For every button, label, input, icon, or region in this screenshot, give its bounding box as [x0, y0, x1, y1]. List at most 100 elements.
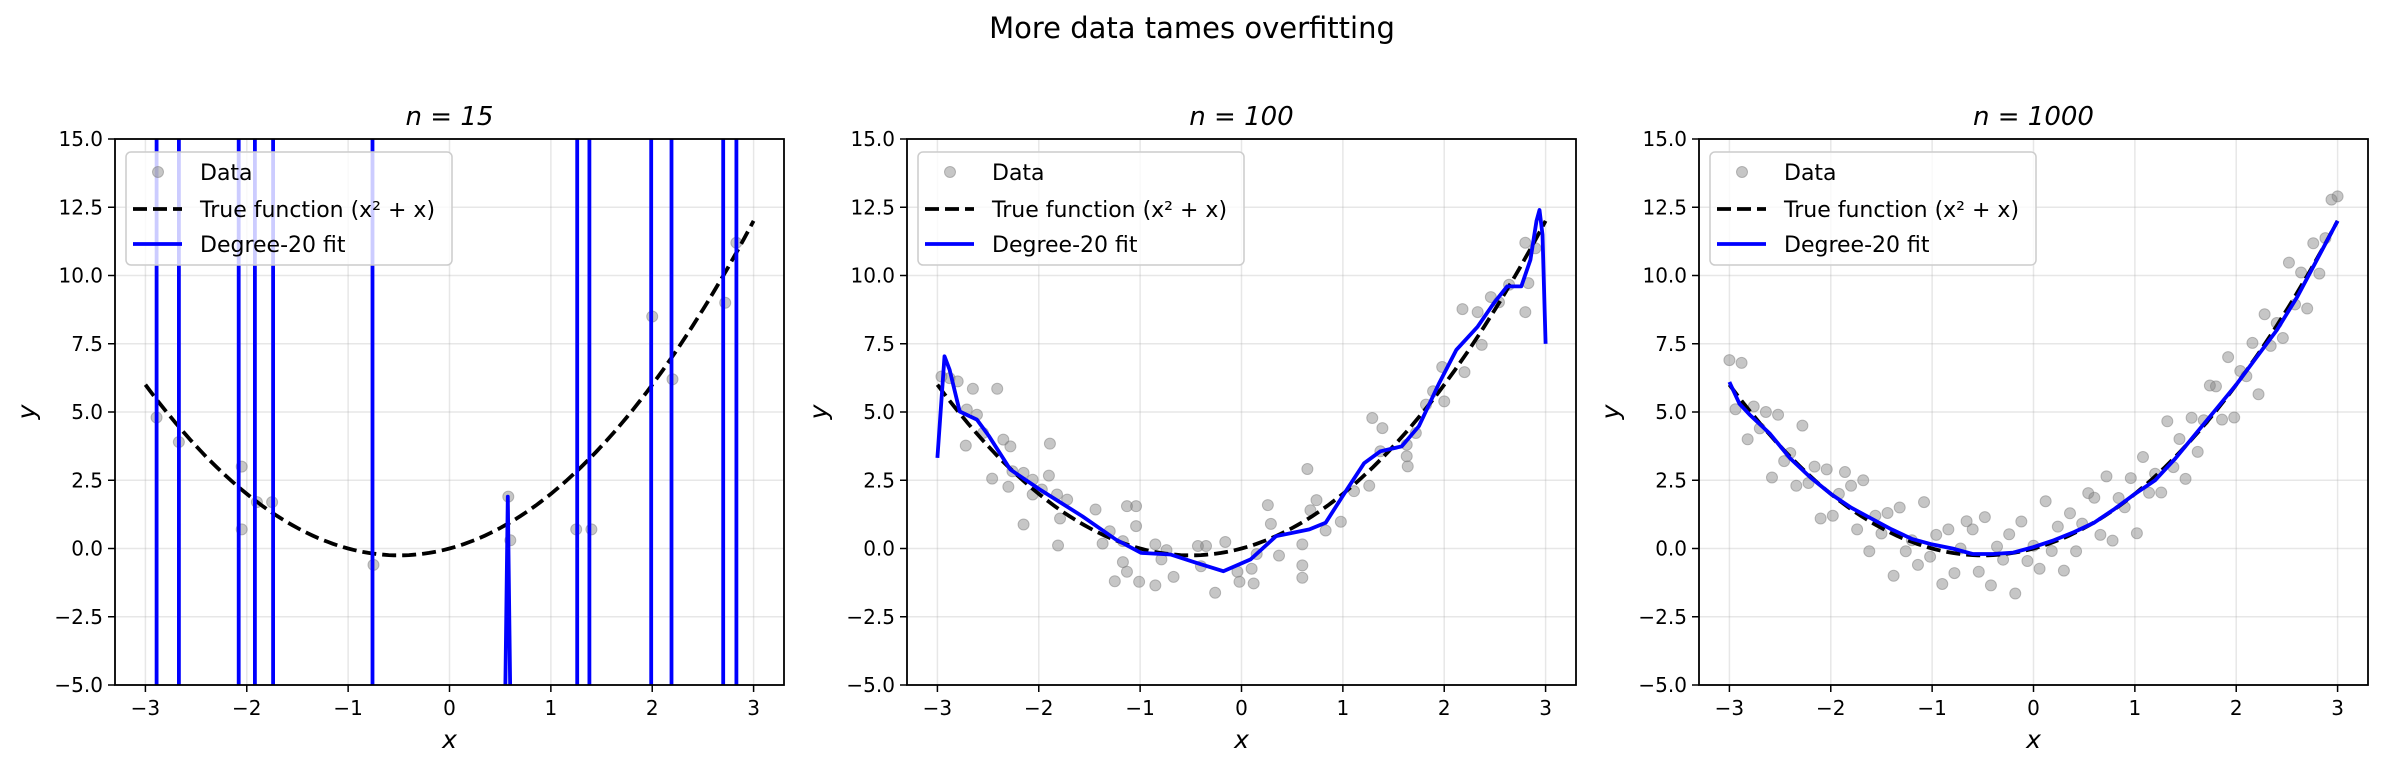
y-tick-label: 15.0: [850, 127, 895, 151]
data-point: [1296, 538, 1309, 551]
data-point: [1264, 517, 1277, 530]
y-tick-label: 0.0: [863, 537, 895, 561]
fit-line: [1727, 220, 2340, 556]
legend-label-data: Data: [1784, 161, 1837, 186]
x-tick-label: 0: [2027, 696, 2040, 720]
data-point: [1918, 496, 1931, 509]
legend-label-fit: Degree-20 fit: [992, 233, 1138, 258]
data-point: [1096, 537, 1109, 550]
data-point: [2246, 336, 2259, 349]
data-point: [2216, 413, 2229, 426]
data-point: [2039, 495, 2052, 508]
data-point: [2063, 507, 2076, 520]
data-point: [1729, 403, 1742, 416]
y-tick-label: 2.5: [863, 468, 895, 492]
y-tick-label: 5.0: [71, 400, 103, 424]
legend-label-data: Data: [200, 161, 253, 186]
data-point: [2033, 562, 2046, 575]
data-point: [1042, 469, 1055, 482]
x-tick-label: 2: [2230, 696, 2243, 720]
data-point: [2282, 256, 2295, 269]
x-tick-label: −1: [1917, 696, 1946, 720]
data-point: [2301, 302, 2314, 315]
data-point: [1991, 540, 2004, 553]
x-tick-label: 1: [2128, 696, 2141, 720]
y-tick-label: −5.0: [846, 673, 895, 697]
data-point: [1911, 558, 1924, 571]
y-axis-label: y: [12, 403, 41, 420]
data-point: [2185, 411, 2198, 424]
data-point: [2051, 520, 2064, 533]
data-point: [1149, 538, 1162, 551]
data-point: [966, 382, 979, 395]
subplot-title: n = 1000: [1973, 102, 2094, 132]
data-point: [2313, 267, 2326, 280]
y-tick-label: −2.5: [54, 605, 103, 629]
data-point: [1966, 523, 1979, 536]
subplot-1: −3 −2 −1 0 1 2 3 −5.0 −2.5 0.0 2.5 5.0 7.5 10.0 12.5 15…: [12, 102, 785, 754]
data-point: [1167, 570, 1180, 583]
y-tick-label: −5.0: [54, 673, 103, 697]
figure-title: More data tames overfitting: [989, 11, 1395, 45]
y-tick-label: 10.0: [850, 264, 895, 288]
data-point: [1826, 509, 1839, 522]
data-point: [2209, 380, 2222, 393]
data-point: [2112, 491, 2125, 504]
data-point: [1475, 338, 1488, 351]
data-point: [1334, 515, 1347, 528]
data-point: [1120, 565, 1133, 578]
data-point: [1735, 356, 1748, 369]
data-point: [2057, 564, 2070, 577]
x-tick-label: 2: [646, 696, 659, 720]
x-tick-label: 2: [1438, 696, 1451, 720]
x-tick-label: −3: [923, 696, 952, 720]
y-tick-label: 2.5: [71, 468, 103, 492]
data-point: [2070, 545, 2083, 558]
y-tick-label: 15.0: [58, 127, 103, 151]
y-tick-label: −2.5: [1638, 605, 1687, 629]
data-point: [1376, 422, 1389, 435]
data-point: [1273, 549, 1286, 562]
data-point: [1887, 569, 1900, 582]
plot-area: [935, 208, 1548, 599]
subplot-title: n = 100: [1189, 102, 1293, 132]
legend-label-true-function: True function (x² + x): [199, 198, 435, 223]
data-point: [2258, 308, 2271, 321]
legend-marker-data: [152, 166, 164, 178]
true-function-line: [935, 220, 1548, 558]
data-point: [1820, 463, 1833, 476]
x-tick-label: 3: [747, 696, 760, 720]
data-point: [1245, 562, 1258, 575]
data-point: [2307, 237, 2320, 250]
data-point: [1004, 440, 1017, 453]
data-point: [1881, 507, 1894, 520]
y-axis-label: y: [804, 403, 833, 420]
data-point: [2325, 193, 2338, 206]
data-point: [1741, 433, 1754, 446]
x-tick-label: −3: [1715, 696, 1744, 720]
y-tick-label: 5.0: [1655, 400, 1687, 424]
data-point: [2143, 486, 2156, 499]
data-point: [1814, 512, 1827, 525]
data-point: [1790, 479, 1803, 492]
fit-line: [503, 494, 513, 685]
data-point: [1401, 460, 1414, 473]
data-point: [1130, 520, 1143, 533]
legend-label-true-function: True function (x² + x): [1783, 198, 2019, 223]
data-point: [1519, 236, 1532, 249]
data-point: [1458, 366, 1471, 379]
x-tick-label: −2: [232, 696, 261, 720]
data-point: [2082, 487, 2095, 500]
data-point: [2100, 470, 2113, 483]
y-tick-label: 7.5: [863, 332, 895, 356]
data-point: [1310, 494, 1323, 507]
legend-marker-data: [944, 166, 956, 178]
data-point: [2228, 411, 2241, 424]
data-point: [1984, 579, 1997, 592]
data-point: [1191, 540, 1204, 553]
data-point: [1261, 499, 1274, 512]
x-tick-label: 0: [1235, 696, 1248, 720]
data-point: [1130, 500, 1143, 513]
data-point: [986, 472, 999, 485]
data-point: [1796, 419, 1809, 432]
